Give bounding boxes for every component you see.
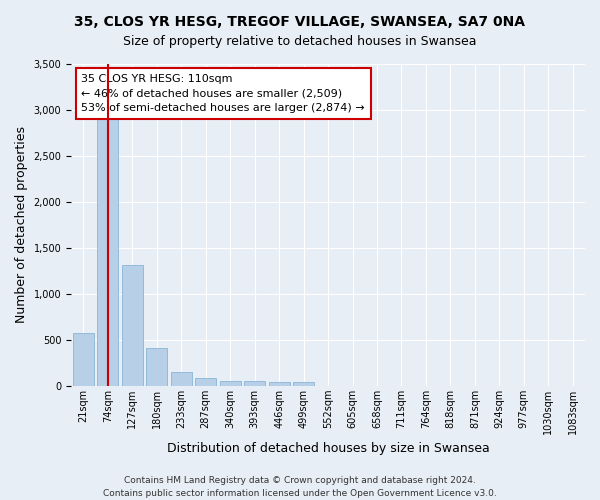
Bar — [269, 382, 290, 386]
Y-axis label: Number of detached properties: Number of detached properties — [15, 126, 28, 324]
Bar — [220, 380, 241, 386]
Bar — [244, 381, 265, 386]
Bar — [73, 334, 94, 386]
Bar — [146, 348, 167, 386]
Text: 35 CLOS YR HESG: 110sqm
← 46% of detached houses are smaller (2,509)
53% of semi: 35 CLOS YR HESG: 110sqm ← 46% of detache… — [82, 74, 365, 113]
Bar — [171, 372, 191, 386]
Bar — [97, 118, 118, 386]
Bar — [293, 382, 314, 386]
Text: Size of property relative to detached houses in Swansea: Size of property relative to detached ho… — [123, 35, 477, 48]
Text: 35, CLOS YR HESG, TREGOF VILLAGE, SWANSEA, SA7 0NA: 35, CLOS YR HESG, TREGOF VILLAGE, SWANSE… — [74, 15, 526, 29]
Bar — [196, 378, 216, 386]
Text: Contains HM Land Registry data © Crown copyright and database right 2024.
Contai: Contains HM Land Registry data © Crown c… — [103, 476, 497, 498]
X-axis label: Distribution of detached houses by size in Swansea: Distribution of detached houses by size … — [167, 442, 490, 455]
Bar — [122, 266, 143, 386]
